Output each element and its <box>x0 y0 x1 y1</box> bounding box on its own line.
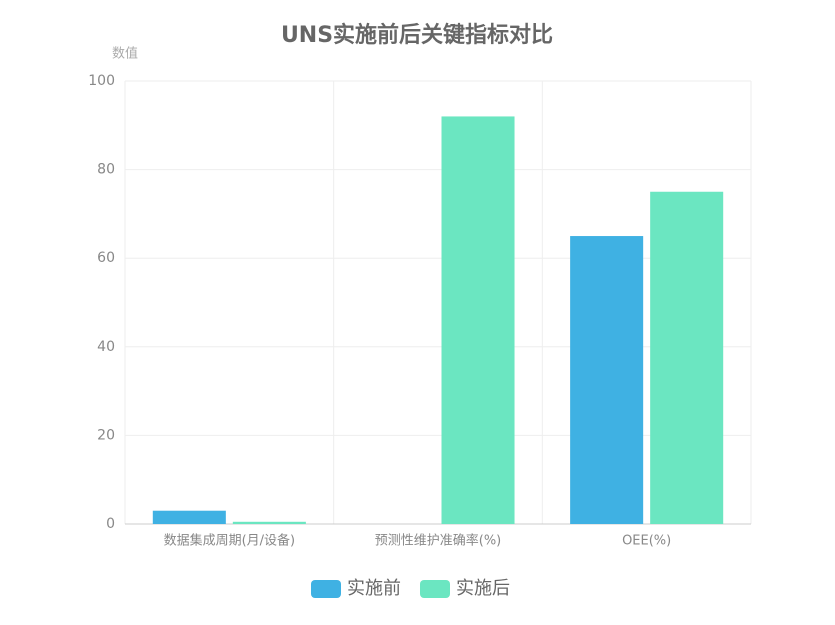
y-tick-label: 0 <box>106 516 115 532</box>
bar <box>441 116 515 524</box>
legend-swatch[interactable] <box>420 580 450 598</box>
x-tick-label: 预测性维护准确率(%) <box>375 533 502 549</box>
chart-title: UNS实施前后关键指标对比 <box>281 22 553 48</box>
bar <box>152 510 226 524</box>
legend-label[interactable]: 实施前 <box>347 578 401 599</box>
bar <box>570 236 644 525</box>
y-tick-label: 20 <box>97 427 115 443</box>
x-tick-label: OEE(%) <box>622 534 671 549</box>
y-tick-label: 100 <box>88 73 115 89</box>
y-tick-label: 80 <box>97 162 115 178</box>
y-axis-label: 数值 <box>112 46 138 62</box>
legend-label[interactable]: 实施后 <box>456 578 510 599</box>
y-tick-label: 60 <box>97 250 115 266</box>
bar <box>650 191 724 524</box>
legend-swatch[interactable] <box>311 580 341 598</box>
x-tick-label: 数据集成周期(月/设备) <box>164 533 296 549</box>
y-tick-label: 40 <box>97 339 115 355</box>
bar <box>232 521 306 524</box>
